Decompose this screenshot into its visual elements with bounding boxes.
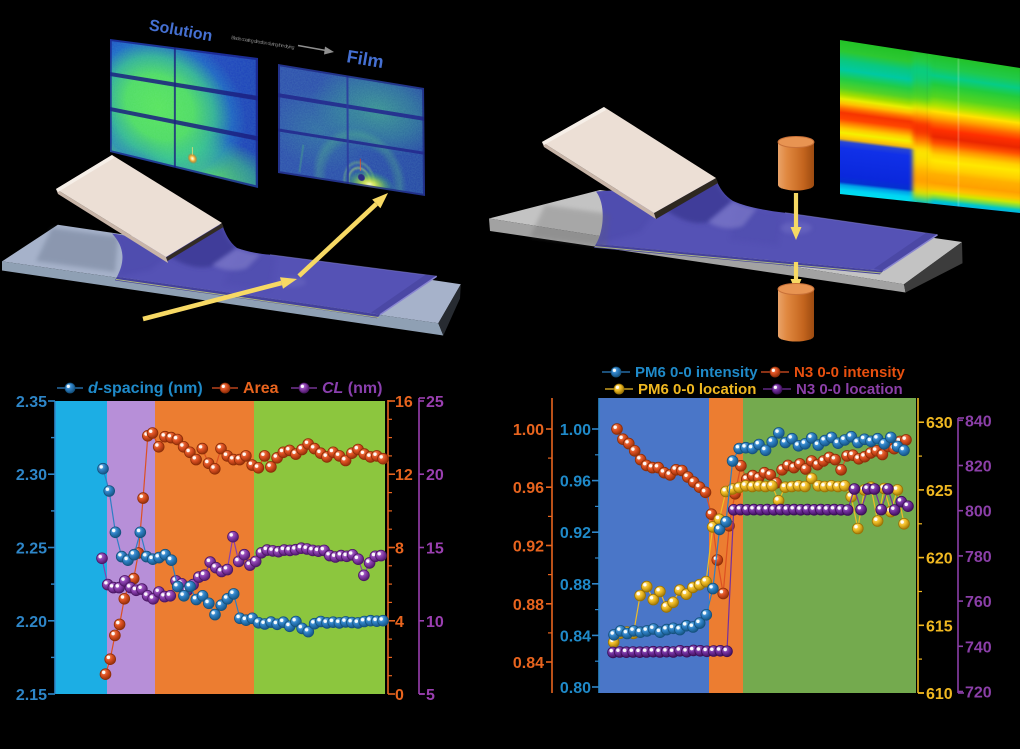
svg-text:Solution: Solution [148,17,214,45]
svg-text:d-spacing (nm): d-spacing (nm) [88,380,203,397]
svg-text:2.25: 2.25 [16,541,47,558]
svg-text:16: 16 [395,394,413,411]
svg-text:2.35: 2.35 [16,394,47,411]
svg-text:Film: Film [345,46,385,72]
svg-text:620: 620 [926,551,953,568]
svg-text:4: 4 [395,614,404,631]
svg-text:0.96: 0.96 [513,480,544,497]
svg-text:615: 615 [926,618,953,635]
svg-text:720: 720 [965,685,992,702]
svg-text:0.88: 0.88 [560,577,591,594]
svg-text:610: 610 [926,686,953,703]
svg-text:0: 0 [395,687,404,704]
svg-text:820: 820 [965,459,992,476]
svg-text:PM6 0-0 intensity: PM6 0-0 intensity [635,364,758,381]
svg-text:630: 630 [926,415,953,432]
svg-text:2.30: 2.30 [16,467,47,484]
svg-text:740: 740 [965,639,992,656]
svg-text:Blade coating direction during: Blade coating direction during the dryin… [231,35,295,51]
svg-text:5: 5 [426,687,435,704]
svg-text:1.00: 1.00 [560,422,591,439]
svg-text:0.84: 0.84 [513,655,544,672]
svg-text:0.88: 0.88 [513,597,544,614]
svg-text:15: 15 [426,541,444,558]
svg-text:840: 840 [965,413,992,430]
svg-text:25: 25 [426,394,444,411]
svg-text:780: 780 [965,549,992,566]
svg-text:Area: Area [243,380,279,397]
svg-text:1.00: 1.00 [513,422,544,439]
svg-text:N3 0-0 location: N3 0-0 location [796,381,903,398]
svg-text:8: 8 [395,541,404,558]
svg-text:2.20: 2.20 [16,614,47,631]
svg-text:0.80: 0.80 [560,680,591,697]
svg-text:0.92: 0.92 [560,525,591,542]
svg-text:12: 12 [395,467,413,484]
svg-text:0.84: 0.84 [560,628,591,645]
svg-text:N3 0-0 intensity: N3 0-0 intensity [794,364,906,381]
svg-text:625: 625 [926,483,953,500]
svg-text:20: 20 [426,467,444,484]
svg-text:760: 760 [965,594,992,611]
svg-text:PM6 0-0 location: PM6 0-0 location [638,381,756,398]
svg-text:10: 10 [426,614,444,631]
svg-text:800: 800 [965,504,992,521]
svg-text:2.15: 2.15 [16,687,47,704]
svg-text:CL (nm): CL (nm) [322,380,382,397]
svg-text:0.92: 0.92 [513,539,544,556]
svg-text:0.96: 0.96 [560,474,591,491]
